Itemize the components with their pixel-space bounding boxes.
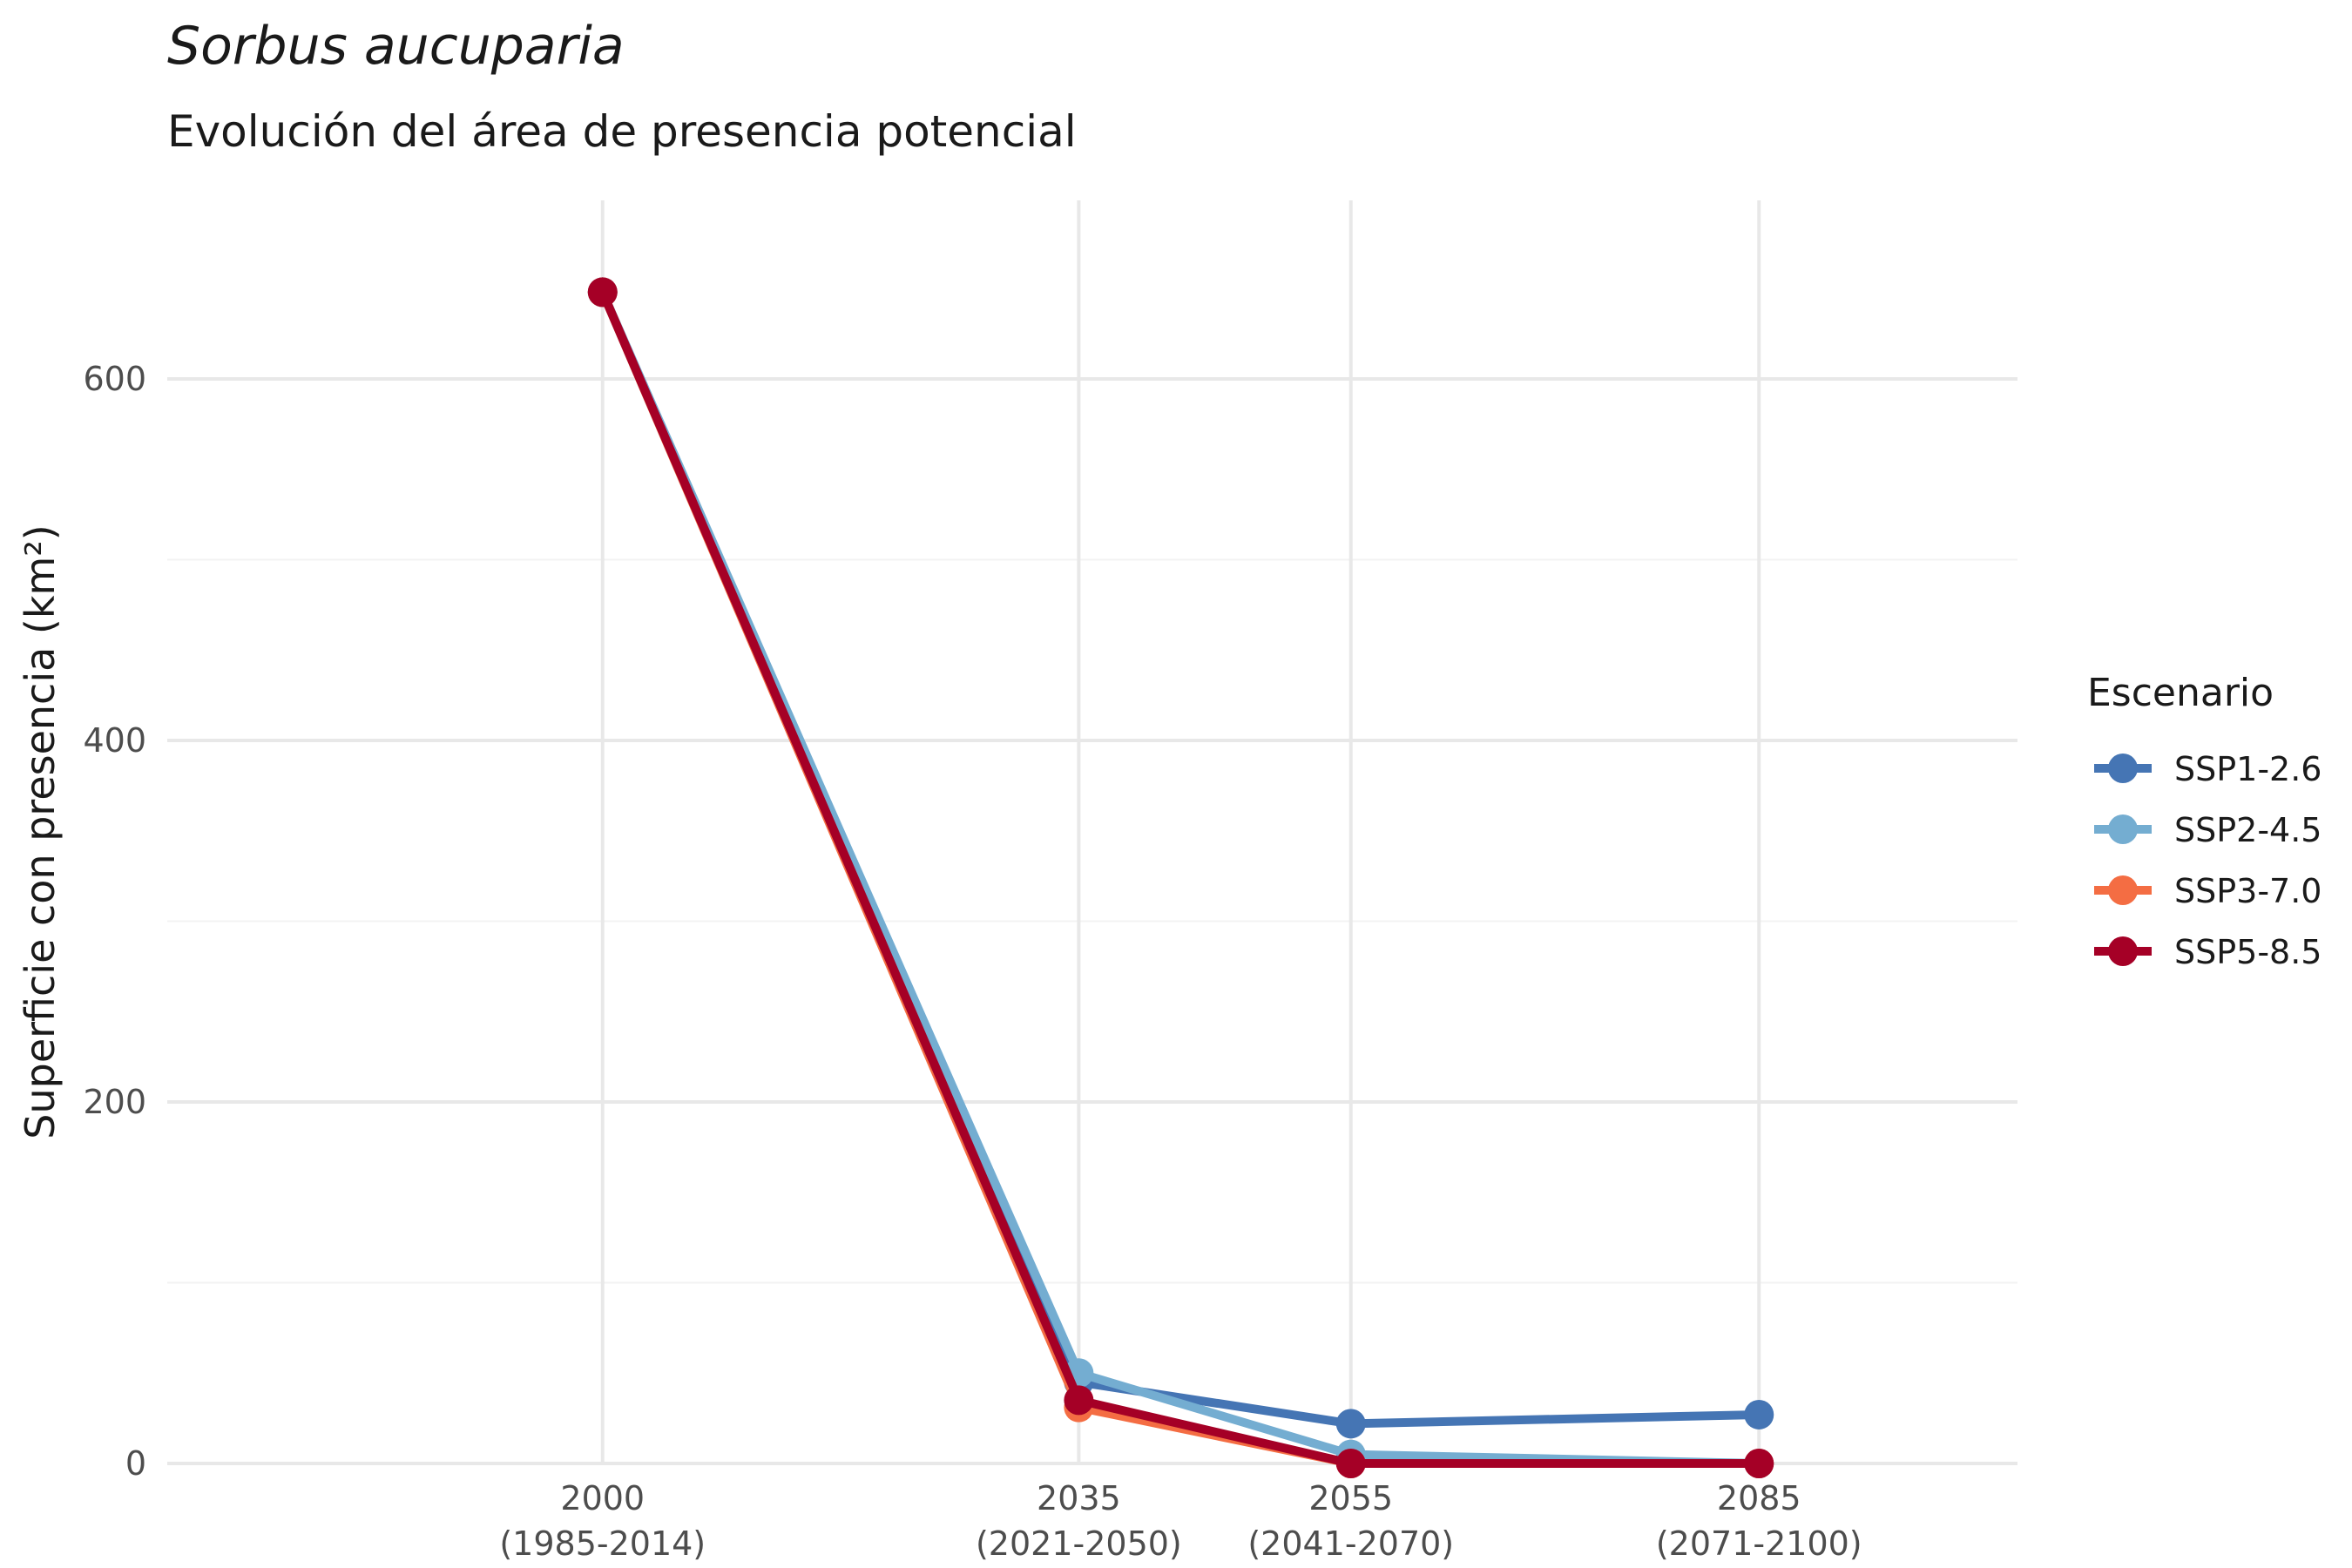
x-tick-period-label: (2071-2100)	[1656, 1524, 1862, 1563]
series-line-ssp1-2.6	[598, 287, 1764, 1429]
x-tick-label: 2035	[1037, 1479, 1121, 1517]
legend-key-point	[2108, 814, 2138, 844]
axis-ticks: 0 200 400 600 2000 (1985-2014) 2035 (2021-2050)…	[83, 360, 1862, 1563]
legend-label: SSP3-7.0	[2174, 872, 2322, 910]
y-tick-label: 0	[125, 1444, 146, 1483]
x-tick-period-label: (2021-2050)	[976, 1524, 1182, 1563]
series-line-ssp3-7.0	[598, 287, 1764, 1468]
series-line-ssp2-4.5	[598, 287, 1764, 1468]
series-line-ssp5-8.5	[598, 287, 1764, 1468]
legend-key-point	[2108, 754, 2138, 783]
data-point-ssp1-2.6	[1335, 1409, 1366, 1439]
data-point-ssp5-8.5	[1744, 1449, 1774, 1478]
legend-key-point	[2108, 936, 2138, 966]
y-tick-label: 400	[83, 721, 146, 760]
x-tick-label: 2055	[1308, 1479, 1393, 1517]
x-tick-period-label: (1985-2014)	[499, 1524, 706, 1563]
legend-label: SSP2-4.5	[2174, 811, 2322, 849]
grid-lines	[167, 200, 2017, 1465]
series-lines	[587, 277, 1774, 1478]
x-tick-label: 2000	[560, 1479, 645, 1517]
data-point-ssp5-8.5	[1064, 1385, 1094, 1416]
chart-subtitle: Evolución del área de presencia potencia…	[167, 106, 1077, 157]
y-tick-label: 200	[83, 1083, 146, 1121]
x-tick-label: 2085	[1717, 1479, 1801, 1517]
legend-title: Escenario	[2087, 671, 2274, 715]
y-axis-title: Superficie con presencia (km²)	[17, 524, 64, 1139]
chart-title: Sorbus aucuparia	[167, 16, 625, 77]
data-point-ssp1-2.6	[1744, 1399, 1774, 1429]
data-point-ssp5-8.5	[587, 277, 618, 308]
legend-key-point	[2108, 875, 2138, 905]
legend: Escenario SSP1-2.6 SSP2-4.5 SSP3-7.0 SSP5-8…	[2087, 671, 2322, 971]
legend-label: SSP5-8.5	[2174, 933, 2322, 971]
legend-label: SSP1-2.6	[2174, 750, 2322, 788]
data-point-ssp5-8.5	[1335, 1449, 1366, 1478]
x-tick-period-label: (2041-2070)	[1247, 1524, 1454, 1563]
y-tick-label: 600	[83, 360, 146, 398]
